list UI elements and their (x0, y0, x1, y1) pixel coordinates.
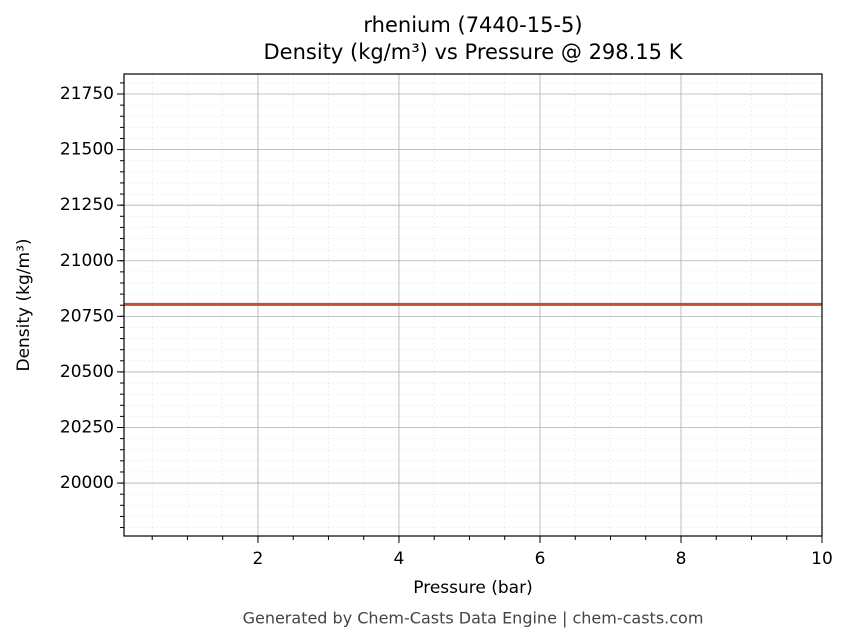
y-tick-label: 20500 (60, 362, 114, 382)
x-axis-label: Pressure (bar) (413, 578, 532, 598)
y-tick-label: 21000 (60, 251, 114, 271)
x-tick-label: 10 (811, 549, 833, 569)
x-tick-label: 4 (394, 549, 405, 569)
y-axis-label: Density (kg/m³) (14, 238, 34, 371)
y-tick-label: 20000 (60, 473, 114, 493)
y-tick-label: 21750 (60, 84, 114, 104)
chart-title: rhenium (7440-15-5) (363, 13, 582, 37)
x-tick-label: 6 (535, 549, 546, 569)
footer: Generated by Chem-Casts Data Engine | ch… (243, 609, 704, 628)
y-tick-label: 21250 (60, 195, 114, 215)
x-tick-label: 2 (253, 549, 264, 569)
chart-subtitle: Density (kg/m³) vs Pressure @ 298.15 K (263, 40, 683, 64)
y-tick-label: 20750 (60, 306, 114, 326)
x-tick-label: 8 (676, 549, 687, 569)
y-tick-label: 20250 (60, 418, 114, 438)
y-tick-label: 21500 (60, 140, 114, 160)
plot-frame (123, 73, 823, 537)
